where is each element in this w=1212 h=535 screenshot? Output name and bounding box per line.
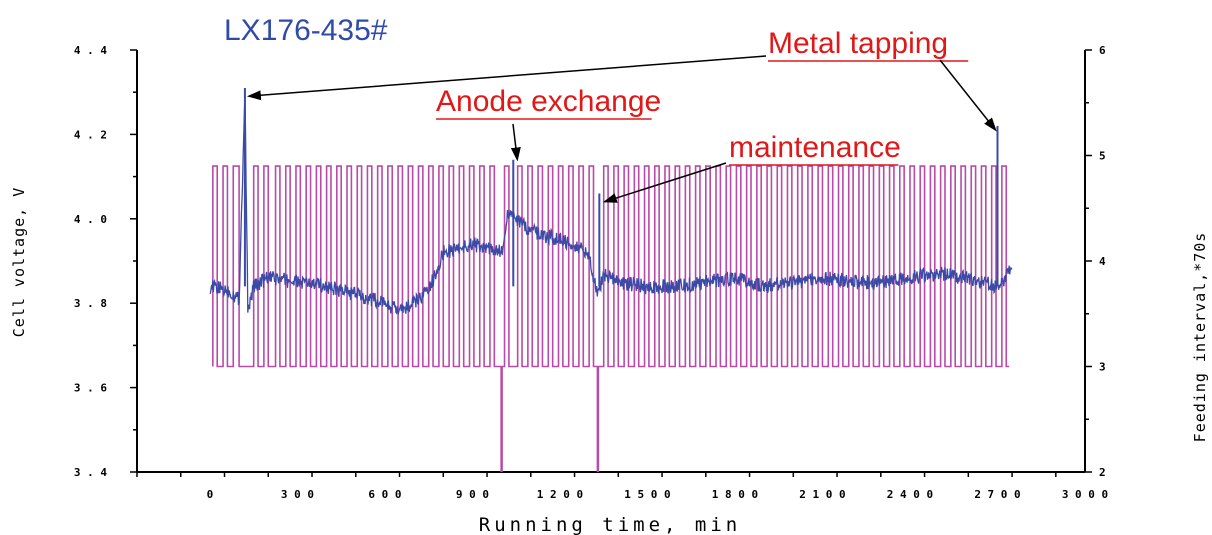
x-tick-label: 3 0 0 0 (1062, 488, 1108, 501)
y2-tick-label: 6 (1099, 44, 1106, 57)
annotation-arrow (246, 55, 767, 101)
x-tick-label: 2 4 0 0 (887, 488, 933, 501)
y-tick-label: 3 . 8 (74, 297, 107, 310)
y-tick-label: 4 . 0 (74, 213, 107, 226)
chart-title: LX176-435# (224, 14, 388, 47)
y-tick-label: 3 . 4 (74, 466, 107, 479)
y-axis-title: Cell voltage, V (10, 187, 28, 337)
x-axis-ticks: 0 3 0 0 6 0 0 9 0 0 1 2 0 0 1 5 0 0 1 8 0 0 2 1… (136, 472, 1108, 501)
annotation-label: maintenance (729, 131, 901, 164)
x-tick-label: 9 0 0 (456, 488, 489, 501)
annotation-label: Anode exchange (436, 85, 661, 118)
annotation-arrow (939, 59, 997, 132)
y2-tick-label: 4 (1099, 255, 1106, 268)
y2-axis-title: Feeding interval,*70s (1191, 232, 1209, 443)
x-tick-label: 3 0 0 (281, 488, 314, 501)
y-tick-label: 3 . 6 (74, 382, 107, 395)
y-axis-ticks: 3 . 4 3 . 6 3 . 8 4 . 0 4 . 2 4 . 4 (74, 44, 137, 479)
annotation-label: Metal tapping (768, 27, 948, 60)
annotations: Metal tapping Anode exchange maintenance (246, 27, 997, 203)
y-tick-label: 4 . 4 (74, 44, 107, 57)
voltage-series (209, 87, 1013, 316)
y2-tick-label: 2 (1099, 466, 1106, 479)
feeding-line (212, 165, 1010, 368)
y2-tick-label: 5 (1099, 150, 1106, 163)
x-tick-label: 1 5 0 0 (624, 488, 670, 501)
annotation-arrow (602, 162, 727, 203)
x-axis-title: Running time, min (479, 514, 741, 535)
x-tick-label: 0 (207, 488, 214, 501)
y2-tick-label: 3 (1099, 361, 1106, 374)
y-tick-label: 4 . 2 (74, 128, 107, 141)
y2-axis-ticks: 2 3 4 5 6 (1085, 44, 1106, 479)
x-tick-label: 2 1 0 0 (799, 488, 845, 501)
x-tick-label: 1 2 0 0 (537, 488, 583, 501)
x-tick-label: 2 7 0 0 (974, 488, 1020, 501)
x-tick-label: 1 8 0 0 (712, 488, 758, 501)
feeding-series (212, 165, 1010, 472)
annotation-arrow (510, 123, 521, 162)
x-tick-label: 6 0 0 (368, 488, 401, 501)
voltage-line (209, 95, 1013, 316)
